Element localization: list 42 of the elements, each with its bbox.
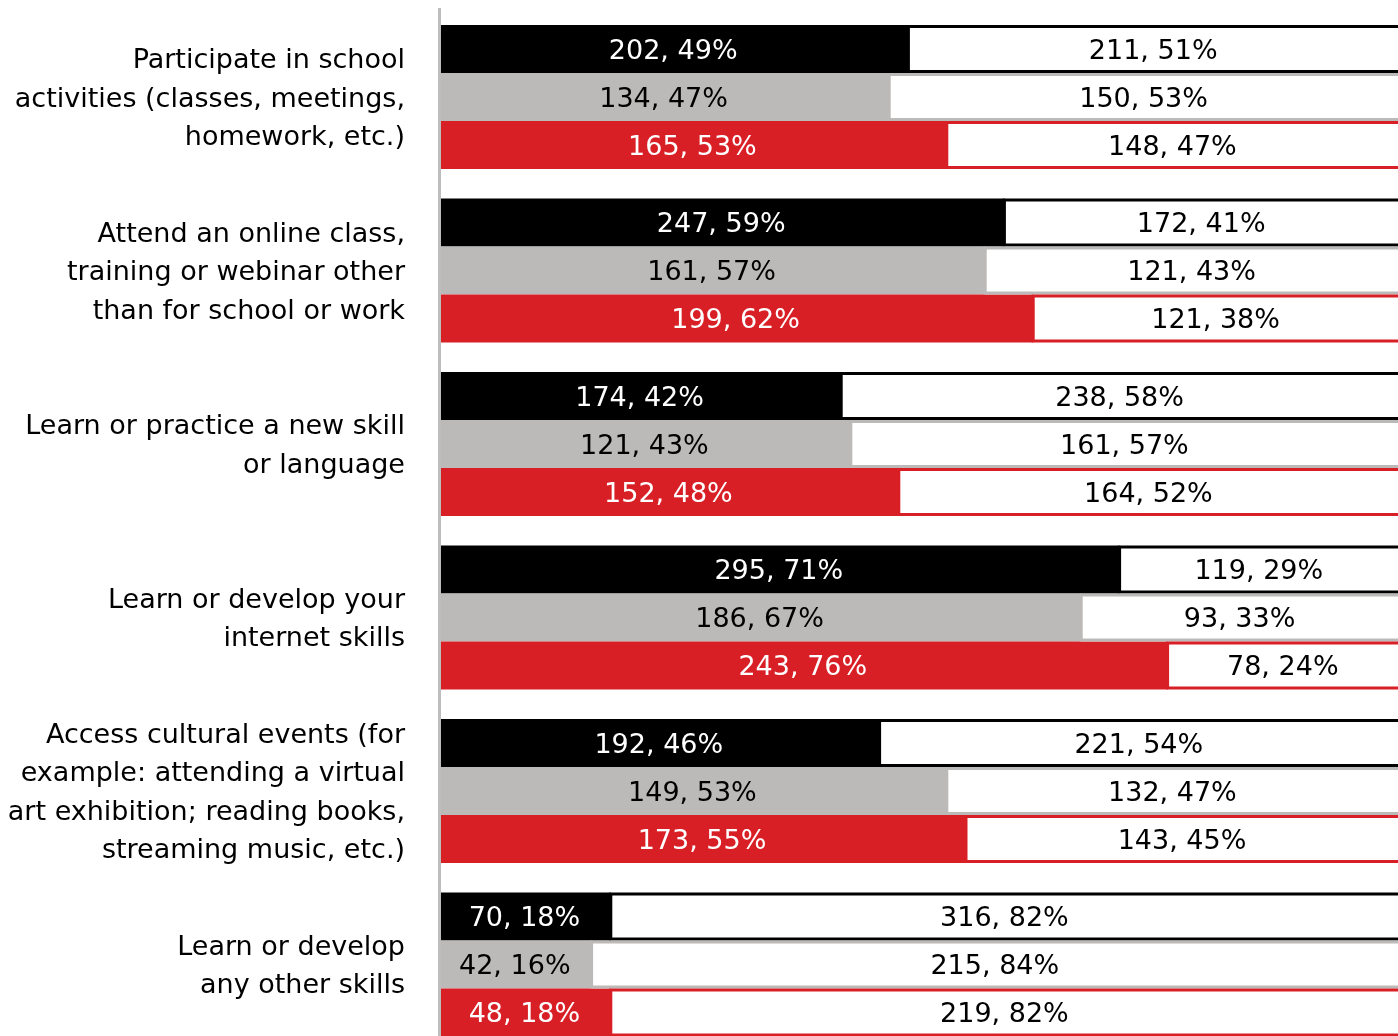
data-label: 121, 43% bbox=[580, 428, 709, 460]
data-label: 93, 33% bbox=[1183, 602, 1296, 633]
y-tick-label: Learn or develop any other skills bbox=[177, 929, 405, 1000]
data-label: 148, 47% bbox=[1108, 129, 1237, 161]
data-label: 121, 38% bbox=[1151, 303, 1280, 334]
data-label: 78, 24% bbox=[1227, 650, 1339, 681]
data-label: 152, 48% bbox=[604, 476, 733, 508]
data-label: 121, 43% bbox=[1127, 255, 1256, 286]
data-label: 48, 18% bbox=[468, 997, 581, 1028]
y-tick-label: Learn or develop your internet skills bbox=[107, 582, 406, 653]
data-label: 150, 53% bbox=[1079, 81, 1208, 113]
data-label: 161, 57% bbox=[1060, 428, 1189, 460]
data-label: 211, 51% bbox=[1088, 33, 1218, 65]
data-label: 149, 53% bbox=[628, 775, 757, 807]
data-label: 295, 71% bbox=[714, 554, 844, 585]
data-label: 215, 84% bbox=[930, 949, 1060, 980]
data-label: 238, 58% bbox=[1055, 380, 1184, 412]
data-label: 192, 46% bbox=[594, 727, 724, 759]
data-label: 173, 55% bbox=[637, 823, 767, 855]
data-label: 143, 45% bbox=[1117, 823, 1247, 855]
data-label: 186, 67% bbox=[695, 602, 824, 633]
y-tick-label: Learn or practice a new skill or language bbox=[25, 409, 405, 479]
data-label: 134, 47% bbox=[599, 81, 728, 113]
data-label: 165, 53% bbox=[628, 129, 757, 161]
data-label: 164, 52% bbox=[1084, 476, 1213, 508]
data-label: 132, 47% bbox=[1108, 775, 1237, 807]
data-label: 221, 54% bbox=[1074, 727, 1204, 759]
data-label: 70, 18% bbox=[468, 901, 581, 932]
data-label: 161, 57% bbox=[647, 255, 776, 286]
y-tick-label: Access cultural events (for example: attending a virtual art exhibition; reading books, streaming music, etc.) bbox=[7, 717, 406, 865]
data-label: 172, 41% bbox=[1136, 207, 1266, 238]
data-label: 219, 82% bbox=[940, 997, 1069, 1028]
y-tick-label: Participate in school activities (classes, meetings, homework, etc.) bbox=[14, 43, 405, 151]
data-label: 119, 29% bbox=[1194, 554, 1324, 585]
data-label: 174, 42% bbox=[575, 380, 704, 412]
data-label: 316, 82% bbox=[940, 901, 1069, 932]
data-label: 42, 16% bbox=[459, 949, 571, 980]
data-label: 199, 62% bbox=[671, 303, 800, 334]
y-tick-label: Attend an online class, training or webinar other than for school or work bbox=[67, 216, 406, 325]
data-label: 243, 76% bbox=[738, 650, 868, 681]
data-label: 202, 49% bbox=[608, 33, 738, 65]
data-label: 247, 59% bbox=[656, 207, 786, 238]
